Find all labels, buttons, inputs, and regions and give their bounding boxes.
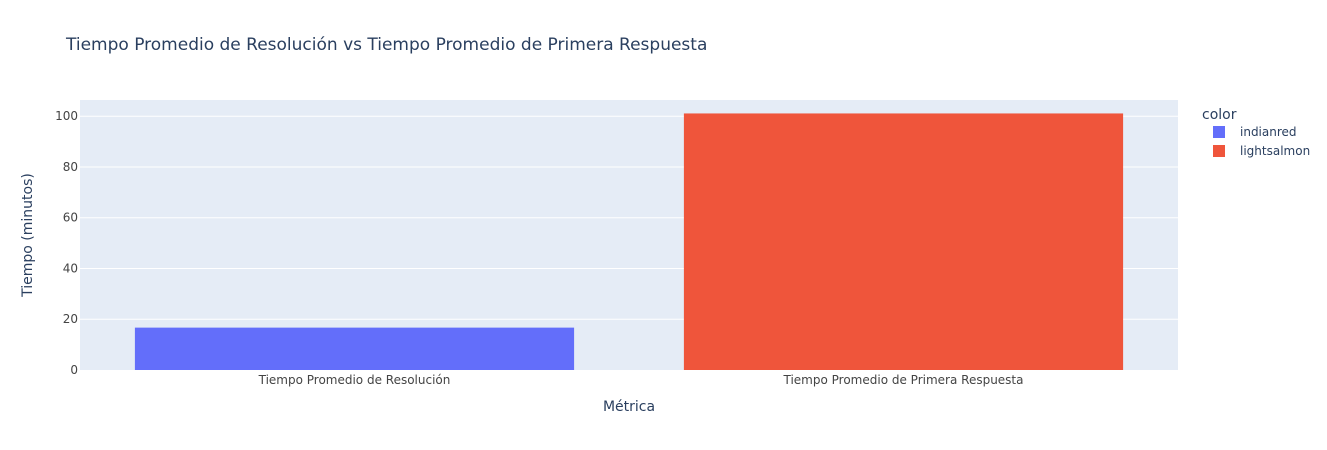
x-axis-ticks: Tiempo Promedio de Resolución Tiempo Prom… xyxy=(258,373,1024,387)
legend: color indianred lightsalmon xyxy=(1202,107,1310,158)
y-tick-label: 40 xyxy=(63,261,78,275)
legend-title: color xyxy=(1202,107,1237,123)
y-tick-label: 80 xyxy=(63,160,78,174)
legend-swatch xyxy=(1213,126,1225,138)
legend-label: indianred xyxy=(1240,125,1297,139)
legend-swatch xyxy=(1213,145,1225,157)
y-tick-label: 0 xyxy=(70,363,78,377)
y-tick-label: 60 xyxy=(63,211,78,225)
chart-title: Tiempo Promedio de Resolución vs Tiempo … xyxy=(65,35,707,55)
x-axis-title: Métrica xyxy=(603,399,655,415)
bars xyxy=(134,113,1124,370)
legend-items: indianred lightsalmon xyxy=(1213,125,1310,158)
x-tick-label: Tiempo Promedio de Resolución xyxy=(258,373,451,387)
y-tick-label: 100 xyxy=(55,109,78,123)
y-axis-ticks: 0 20 40 60 80 100 xyxy=(55,109,78,377)
y-tick-label: 20 xyxy=(63,312,78,326)
legend-label: lightsalmon xyxy=(1240,144,1310,158)
x-tick-label: Tiempo Promedio de Primera Respuesta xyxy=(783,373,1024,387)
bar xyxy=(683,113,1124,370)
y-axis-title: Tiempo (minutos) xyxy=(20,173,36,298)
bar xyxy=(134,327,575,370)
